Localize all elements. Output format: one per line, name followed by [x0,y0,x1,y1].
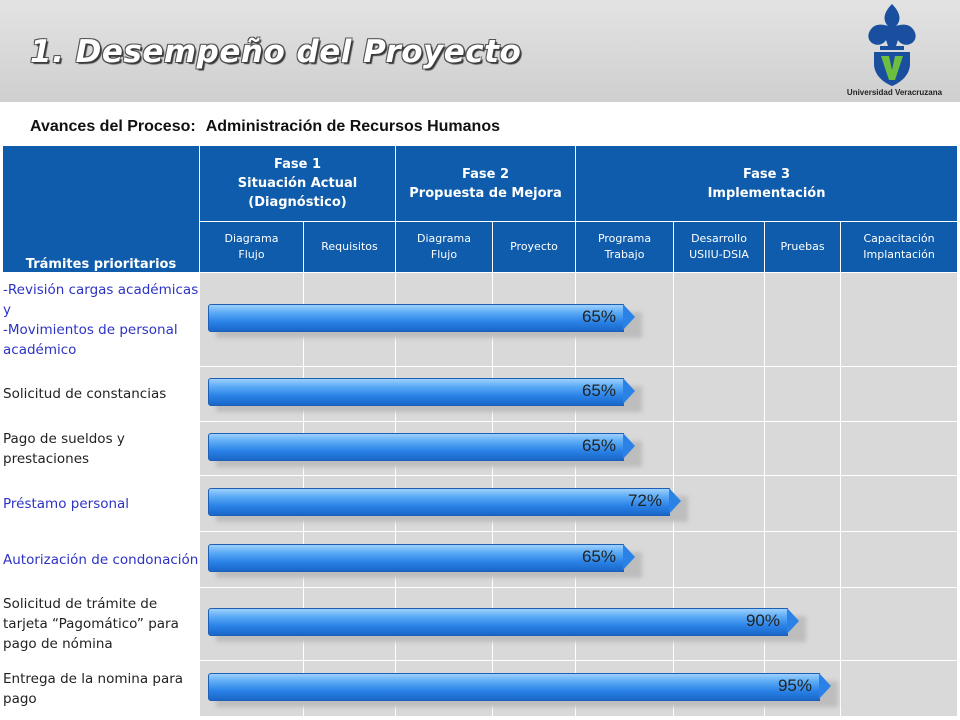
process-subtitle: Avances del Proceso: Administración de Re… [30,118,500,136]
row-label: Solicitud de trámite de tarjeta “Pagomát… [2,587,200,661]
progress-cell [673,366,766,422]
progress-bar-arrow [787,608,799,634]
progress-bar-fill [208,488,670,516]
progress-cell [840,660,959,717]
progress-cell [764,475,842,532]
fase-1-line-2: Situación Actual [237,176,358,191]
header-fase-1: Fase 1 Situación Actual (Diagnóstico) [199,145,396,222]
fase-2-line-2: Propuesta de Mejora [409,185,562,201]
process-name: Administración de Recursos Humanos [205,118,500,135]
progress-cell [673,421,766,476]
progress-bar-arrow [623,304,635,330]
row-label: Pago de sueldos y prestaciones [2,421,200,476]
fase-3-line-1: Fase 3 [743,166,791,182]
progress-bar: 72% [208,488,688,522]
progress-bar-fill [208,544,624,572]
progress-label: 65% [581,307,616,326]
progress-cell [840,272,959,367]
progress-cell [840,531,959,588]
progress-cell [764,531,842,588]
progress-cell [764,421,842,476]
progress-bar-fill [208,673,820,701]
progress-bar-arrow [623,378,635,404]
progress-bar-fill [208,608,788,636]
progress-bar-arrow [669,488,681,514]
subheader-pruebas: Pruebas [764,221,842,273]
row-label: Autorización de condonación [2,531,200,588]
progress-label: 72% [627,491,662,510]
progress-bar: 95% [208,673,838,707]
subheader-diagrama-flujo-2: Diagrama Flujo [395,221,493,273]
progress-bar-arrow [623,433,635,459]
row-label: -Revisión cargas académicas y -Movimient… [2,272,200,367]
progress-bar: 65% [208,544,642,578]
progress-cell [840,587,959,661]
subheader-desarrollo: Desarrollo USIIU-DSIA [673,221,766,273]
progress-bar: 65% [208,433,642,467]
progress-bar-fill [208,433,624,461]
fase-1-line-1: Fase 1 [273,157,322,172]
header-fase-3: Fase 3 Implementación [575,145,959,222]
progress-bar: 90% [208,608,806,642]
row-label: Préstamo personal [2,475,200,532]
progress-cell [673,272,766,367]
progress-label: 90% [745,611,780,630]
logo-caption: Universidad Veracruzana [846,88,943,97]
progress-cell [764,272,842,367]
progress-bar-fill [208,378,624,406]
fase-2-line-1: Fase 2 [461,166,510,182]
progress-label: 95% [777,676,812,695]
page-title: 1. Desempeño del Proyecto [30,34,522,70]
header-tramites: Trámites prioritarios [2,145,200,273]
progress-bar-arrow [819,673,831,699]
subheader-proyecto: Proyecto [491,221,577,273]
fase-1-line-3: (Diagnóstico) [248,195,347,210]
progress-cell [764,366,842,422]
progress-bar-arrow [623,544,635,570]
header-band [0,0,960,102]
row-label: Solicitud de constancias [2,366,200,422]
progress-bar: 65% [208,304,642,338]
subheader-requisitos: Requisitos [303,221,396,273]
progress-cell [840,475,959,532]
row-label: Entrega de la nomina para pago [2,660,200,717]
subheader-programa-trabajo: Programa Trabajo [575,221,675,273]
progress-label: 65% [581,381,616,400]
university-logo-icon [868,4,916,86]
progress-cell [673,531,766,588]
subheader-capacitacion: Capacitación Implantación [840,221,959,273]
fase-3-line-2: Implementación [707,185,826,201]
progress-label: 65% [581,436,616,455]
process-label: Avances del Proceso: [30,118,196,135]
header-fase-2: Fase 2 Propuesta de Mejora [394,145,577,222]
progress-cell [840,366,959,422]
subheader-diagrama-flujo-1: Diagrama Flujo [199,221,304,273]
progress-bar-fill [208,304,624,332]
progress-cell [840,421,959,476]
progress-bar: 65% [208,378,642,412]
progress-label: 65% [581,547,616,566]
